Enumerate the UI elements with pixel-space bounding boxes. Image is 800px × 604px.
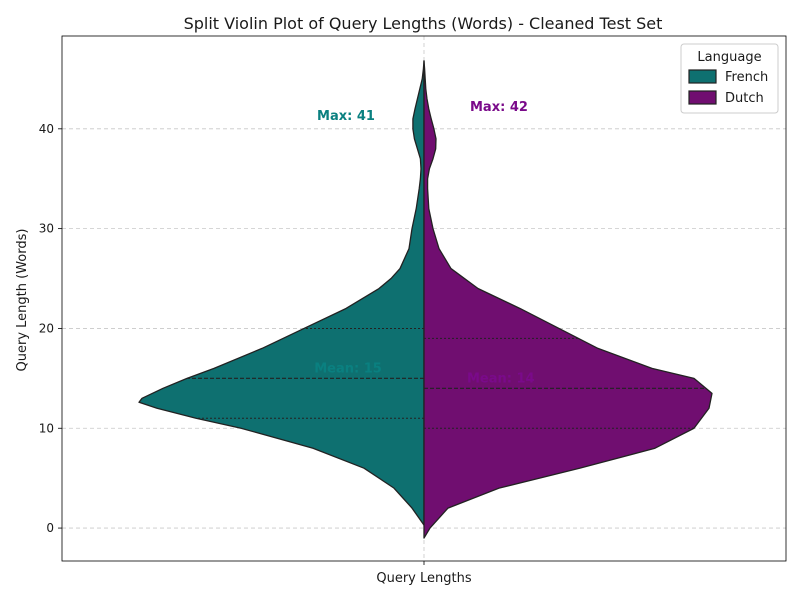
violin-half-dutch <box>423 60 713 539</box>
mean-label-french: Mean: 15 <box>314 361 382 376</box>
violin-bodies <box>138 60 713 539</box>
annotations: Max: 41 Max: 42 Mean: 15 Mean: 14 <box>314 100 534 386</box>
y-tick-label: 10 <box>39 421 54 435</box>
legend-swatch-dutch <box>688 90 717 105</box>
y-axis-label: Query Length (Words) <box>15 229 30 372</box>
quartile-lines <box>187 327 706 429</box>
violin-half-french <box>138 60 425 526</box>
y-tick-label: 0 <box>46 521 54 535</box>
legend-title: Language <box>697 50 761 65</box>
max-label-dutch: Max: 42 <box>470 100 528 115</box>
max-label-french: Max: 41 <box>317 109 375 124</box>
legend-label-french: French <box>725 70 768 85</box>
legend-label-dutch: Dutch <box>725 91 764 106</box>
chart-title: Split Violin Plot of Query Lengths (Word… <box>184 14 663 33</box>
legend-swatch-french <box>688 69 717 84</box>
mean-label-dutch: Mean: 14 <box>467 371 535 386</box>
axes: 0 10 20 30 40 Query Lengths <box>39 35 787 586</box>
y-tick-label: 30 <box>39 222 54 236</box>
y-tick-label: 20 <box>39 321 54 335</box>
y-tick-label: 40 <box>39 122 54 136</box>
legend: Language French Dutch <box>680 43 779 114</box>
x-tick-label: Query Lengths <box>376 571 471 586</box>
